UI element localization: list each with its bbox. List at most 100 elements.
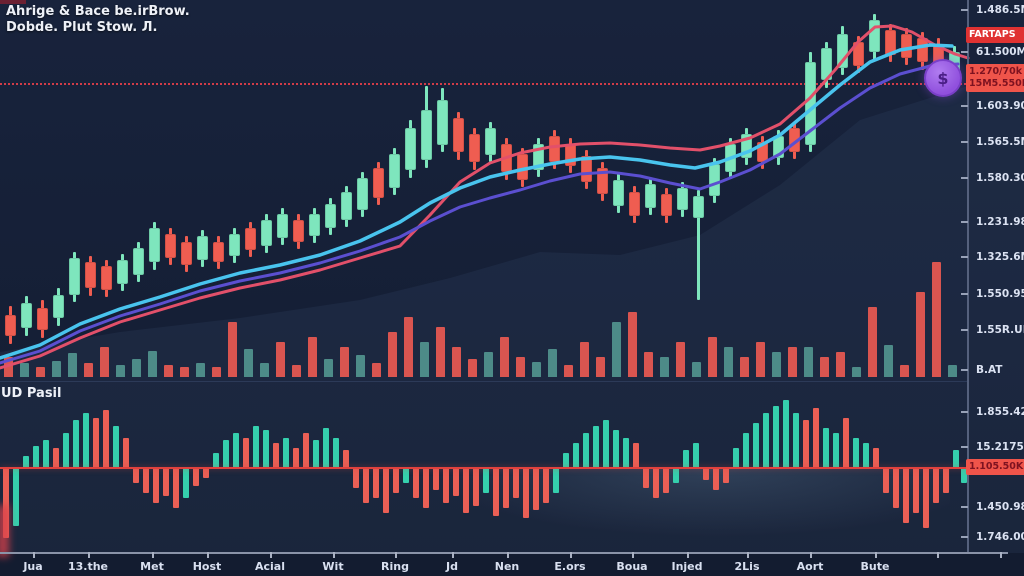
candle bbox=[757, 142, 768, 162]
candle bbox=[421, 110, 432, 160]
oscillator-bar bbox=[873, 448, 879, 468]
oscillator-bar bbox=[643, 468, 649, 488]
time-label: Acial bbox=[255, 560, 285, 573]
oscillator-bar bbox=[883, 468, 889, 493]
candle bbox=[437, 100, 448, 145]
price-label: 1.550.950 bbox=[976, 288, 1024, 300]
volume-bar bbox=[452, 347, 461, 377]
oscillator-bar bbox=[363, 468, 369, 503]
candle bbox=[533, 144, 544, 170]
oscillator-bar bbox=[803, 420, 809, 468]
oscillator-bar bbox=[423, 468, 429, 508]
candle bbox=[53, 295, 64, 318]
oscillator-bar bbox=[173, 468, 179, 508]
oscillator-bar bbox=[183, 468, 189, 498]
oscillator-bar bbox=[961, 468, 967, 483]
volume-bar bbox=[484, 352, 493, 377]
oscillator-bar bbox=[193, 468, 199, 486]
time-tick bbox=[207, 552, 209, 558]
candle bbox=[149, 228, 160, 262]
volume-bar bbox=[436, 327, 445, 377]
candle bbox=[565, 144, 576, 166]
candle bbox=[677, 188, 688, 210]
candle bbox=[581, 156, 592, 182]
time-label: Ring bbox=[381, 560, 409, 573]
candle bbox=[821, 48, 832, 80]
price-tick bbox=[961, 329, 968, 331]
volume-bar bbox=[900, 365, 909, 377]
oscillator-bar bbox=[283, 438, 289, 468]
time-label: Jua bbox=[23, 560, 43, 573]
price-tick bbox=[961, 105, 968, 107]
candle bbox=[181, 242, 192, 265]
time-tick bbox=[452, 552, 454, 558]
candle bbox=[373, 168, 384, 198]
price-label: 1.55R.UM bbox=[976, 324, 1024, 336]
oscillator-bar bbox=[833, 433, 839, 468]
oscillator-bar bbox=[503, 468, 509, 508]
time-tick bbox=[937, 552, 939, 558]
candle bbox=[709, 164, 720, 196]
time-label: E.ors bbox=[554, 560, 586, 573]
oscillator-bar bbox=[93, 418, 99, 468]
oscillator-bar bbox=[243, 438, 249, 468]
candle bbox=[213, 242, 224, 262]
time-label: Wit bbox=[322, 560, 344, 573]
oscillator-bar bbox=[683, 450, 689, 468]
volume-bar bbox=[68, 353, 77, 377]
oscillator-bar bbox=[513, 468, 519, 498]
oscillator-bar bbox=[593, 426, 599, 468]
volume-bar bbox=[564, 365, 573, 377]
candle bbox=[629, 192, 640, 216]
panel-divider bbox=[0, 381, 968, 382]
price-label: 1.450.980 bbox=[976, 501, 1024, 513]
candle bbox=[869, 20, 880, 52]
candle bbox=[325, 204, 336, 228]
oscillator-bar bbox=[403, 468, 409, 483]
volume-bar bbox=[196, 363, 205, 377]
oscillator-bar bbox=[953, 450, 959, 468]
oscillator-bar bbox=[463, 468, 469, 513]
volume-bar bbox=[36, 367, 45, 377]
oscillator-bar bbox=[663, 468, 669, 493]
ma-line-mid_purple bbox=[0, 62, 960, 365]
oscillator-bar bbox=[453, 468, 459, 496]
oscillator-bar bbox=[223, 440, 229, 468]
candle bbox=[485, 128, 496, 155]
oscillator-bar bbox=[43, 440, 49, 468]
volume-bar bbox=[500, 337, 509, 377]
volume-bar bbox=[724, 347, 733, 377]
candle bbox=[741, 134, 752, 158]
oscillator-bar bbox=[373, 468, 379, 498]
candle bbox=[133, 248, 144, 275]
volume-bar bbox=[340, 347, 349, 377]
oscillator-bar bbox=[103, 410, 109, 468]
time-tick bbox=[33, 552, 35, 558]
oscillator-bar bbox=[143, 468, 149, 493]
candle bbox=[597, 168, 608, 194]
oscillator-bar bbox=[723, 468, 729, 483]
candle bbox=[165, 234, 176, 258]
time-tick bbox=[333, 552, 335, 558]
time-tick bbox=[507, 552, 509, 558]
oscillator-bar bbox=[623, 438, 629, 468]
oscillator-bar bbox=[553, 468, 559, 493]
oscillator-bar bbox=[693, 443, 699, 468]
price-tick bbox=[961, 177, 968, 179]
volume-bar bbox=[692, 362, 701, 377]
indicator-label: UD Pasil bbox=[1, 386, 62, 401]
oscillator-bar bbox=[653, 468, 659, 498]
volume-bar bbox=[820, 357, 829, 377]
chart-title-line1: Ahrige & Bace be.irBrow. bbox=[6, 4, 190, 19]
price-label: 1.855.420 bbox=[976, 406, 1024, 418]
oscillator-bar bbox=[53, 448, 59, 468]
candle bbox=[917, 38, 928, 62]
candle bbox=[389, 154, 400, 188]
oscillator-bar bbox=[23, 456, 29, 468]
oscillator-bar bbox=[523, 468, 529, 518]
oscillator-bar bbox=[263, 430, 269, 468]
price-marker[interactable]: $ bbox=[924, 59, 962, 97]
price-label: 1.603.900 bbox=[976, 100, 1024, 112]
